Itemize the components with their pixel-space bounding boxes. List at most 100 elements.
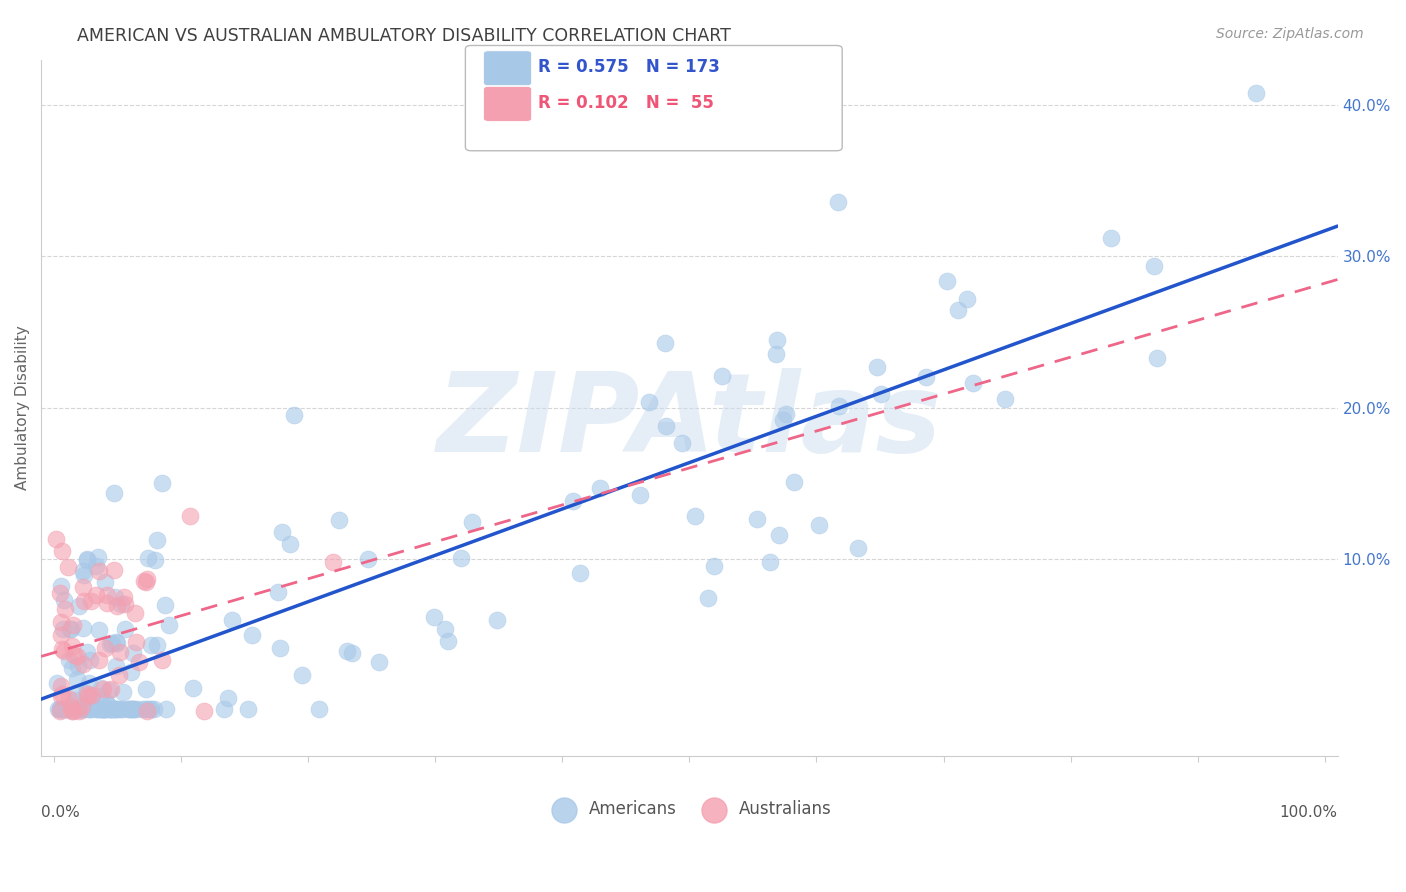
Text: R = 0.102   N =  55: R = 0.102 N = 55 xyxy=(538,94,714,112)
Point xyxy=(589,481,612,495)
Point xyxy=(56,702,79,716)
Point xyxy=(73,568,96,582)
Point xyxy=(135,681,157,696)
Point xyxy=(136,550,159,565)
Point xyxy=(308,702,330,716)
Point xyxy=(827,194,849,209)
Point xyxy=(956,293,979,307)
Point xyxy=(59,622,82,636)
Point xyxy=(1246,87,1268,101)
Point xyxy=(946,302,969,317)
Point xyxy=(75,686,97,700)
Point xyxy=(72,702,94,716)
Point xyxy=(63,692,86,706)
Point xyxy=(62,704,84,718)
Y-axis label: Ambulatory Disability: Ambulatory Disability xyxy=(15,326,30,491)
Point xyxy=(179,508,201,523)
Point xyxy=(93,702,115,716)
Point xyxy=(80,594,103,608)
Point xyxy=(1146,351,1168,366)
Text: ZIPAtlas: ZIPAtlas xyxy=(437,368,942,475)
Point xyxy=(49,702,72,716)
Point xyxy=(52,702,75,716)
Point xyxy=(96,596,118,610)
Point xyxy=(67,704,90,718)
Point xyxy=(703,559,725,574)
Point xyxy=(49,702,72,716)
Point xyxy=(101,702,124,716)
Point xyxy=(76,645,98,659)
Point xyxy=(131,702,153,716)
Point xyxy=(60,704,83,718)
Point xyxy=(94,640,117,655)
Point xyxy=(772,413,794,427)
Point xyxy=(122,646,145,660)
Point xyxy=(98,702,121,716)
Point xyxy=(128,655,150,669)
Point xyxy=(103,485,125,500)
Point xyxy=(450,550,472,565)
Point xyxy=(153,598,176,612)
Point xyxy=(654,336,676,351)
Point xyxy=(96,588,118,602)
Point xyxy=(76,689,98,703)
Text: Source: ZipAtlas.com: Source: ZipAtlas.com xyxy=(1216,27,1364,41)
Point xyxy=(221,613,243,627)
Point xyxy=(1143,259,1166,273)
Point xyxy=(51,702,73,716)
Point xyxy=(62,648,84,662)
Point xyxy=(766,333,789,347)
Point xyxy=(79,702,101,716)
Point xyxy=(685,508,707,523)
Point xyxy=(114,597,136,611)
Point xyxy=(49,586,72,600)
Point xyxy=(150,652,173,666)
Point xyxy=(638,395,661,409)
Point xyxy=(51,579,73,593)
Point xyxy=(90,689,112,703)
Point xyxy=(217,690,239,705)
Point xyxy=(79,653,101,667)
Point xyxy=(60,699,83,714)
Point xyxy=(866,360,889,375)
Point xyxy=(671,436,693,450)
Point xyxy=(107,599,129,613)
Point xyxy=(45,532,67,546)
Point xyxy=(125,634,148,648)
Point xyxy=(103,563,125,577)
Point xyxy=(105,702,128,716)
Point xyxy=(437,634,460,648)
Point xyxy=(52,623,75,637)
Point xyxy=(56,560,79,574)
Point xyxy=(103,702,125,716)
Point xyxy=(80,691,103,706)
Point xyxy=(76,552,98,566)
Point xyxy=(90,702,112,716)
Point xyxy=(87,702,110,716)
Point xyxy=(134,574,156,589)
Point xyxy=(46,702,69,716)
Point xyxy=(63,702,86,716)
Point xyxy=(423,610,446,624)
Point xyxy=(94,695,117,709)
Point xyxy=(70,698,93,713)
Point xyxy=(87,565,110,579)
Point xyxy=(240,628,263,642)
Point xyxy=(121,702,143,716)
Point xyxy=(125,702,148,716)
Point xyxy=(122,702,145,716)
Point xyxy=(49,702,72,716)
Point xyxy=(103,702,125,716)
Point xyxy=(807,517,830,532)
Point xyxy=(53,602,76,616)
Point xyxy=(914,370,936,384)
Point xyxy=(783,475,806,490)
Point xyxy=(52,592,75,607)
Point xyxy=(66,672,89,686)
Point xyxy=(118,702,141,716)
Point xyxy=(336,644,359,658)
Point xyxy=(66,649,89,664)
Point xyxy=(155,702,177,716)
Point xyxy=(283,408,305,422)
Point xyxy=(49,615,72,629)
